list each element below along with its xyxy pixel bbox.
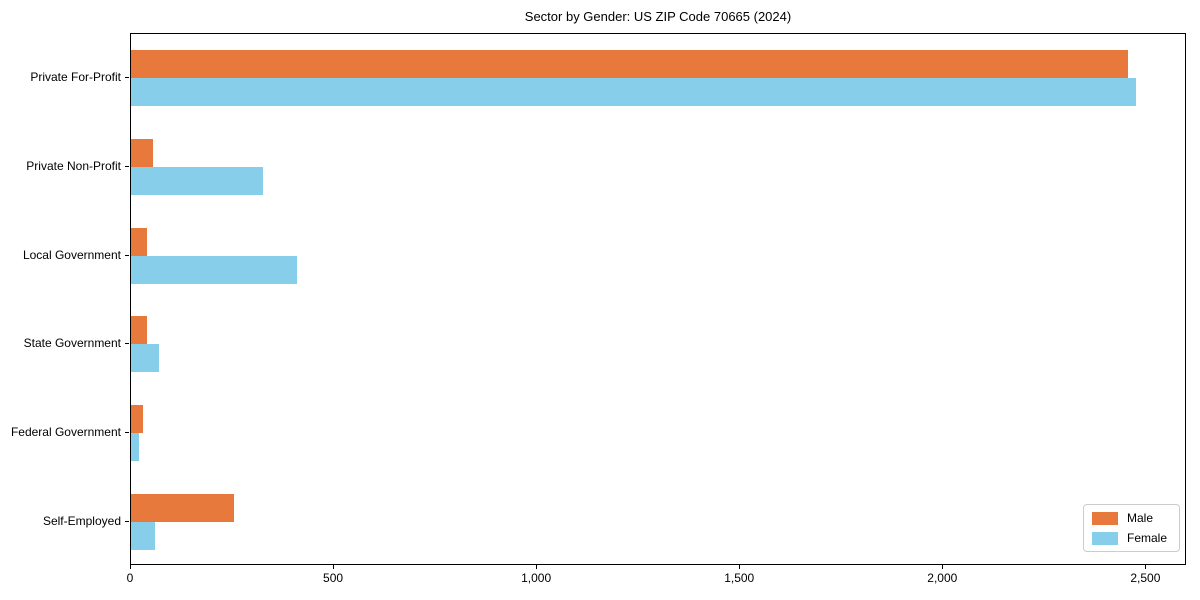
y-tick-private-non-profit [125,166,129,167]
x-tick-label-500: 500 [323,571,344,585]
category-label-state-government: State Government [23,336,121,351]
category-label-local-government: Local Government [22,247,121,262]
x-tick-label-0: 0 [126,571,134,585]
bar-group-local-government [131,227,1185,284]
bar-male-local-government [131,227,148,256]
bar-female-state-government [131,344,160,373]
x-tick-1500 [739,565,741,569]
chart-title: Sector by Gender: US ZIP Code 70665 (202… [524,9,792,24]
category-label-self-employed: Self-Employed [42,513,121,528]
bar-male-self-employed [131,493,235,522]
bar-male-state-government [131,316,148,345]
x-tick-0 [130,565,131,569]
legend-swatch-female [1091,531,1118,545]
bar-male-private-for-profit [131,50,1129,79]
legend-label-female: Female [1126,531,1167,545]
bar-group-state-government [131,316,1185,373]
y-tick-state-government [125,343,129,345]
bar-male-federal-government [131,405,144,433]
legend-item-female: Female [1091,531,1167,545]
y-tick-private-for-profit [125,77,129,79]
y-axis-labels: Private For-Profit Private Non-Profit Loca… [0,33,121,565]
bar-female-federal-government [131,433,140,461]
x-tick-500 [333,565,335,569]
bar-female-private-for-profit [131,78,1137,107]
x-tick-label-1000: 1,000 [521,571,552,585]
bar-group-self-employed [131,493,1185,550]
x-tick-label-2000: 2,000 [927,571,958,585]
y-tick-federal-government [125,432,129,433]
category-label-private-for-profit: Private For-Profit [30,70,121,85]
legend-swatch-male [1091,511,1118,525]
bar-female-private-non-profit [131,167,263,195]
plot-area: Male Female [130,33,1186,565]
x-tick-2500 [1145,565,1147,569]
legend: Male Female [1082,504,1180,552]
bar-group-private-non-profit [131,139,1185,195]
y-tick-local-government [125,254,129,256]
x-tick-1000 [536,565,538,569]
category-label-federal-government: Federal Government [10,425,121,439]
legend-label-male: Male [1126,511,1153,525]
bar-group-federal-government [131,405,1185,461]
legend-item-male: Male [1091,511,1167,525]
bar-female-self-employed [131,521,156,550]
bar-group-private-for-profit [131,50,1185,107]
bar-male-private-non-profit [131,139,154,167]
x-tick-label-2500: 2,500 [1130,571,1161,585]
category-label-private-non-profit: Private Non-Profit [26,159,121,173]
x-tick-label-1500: 1,500 [724,571,755,585]
x-tick-2000 [942,565,944,569]
y-tick-self-employed [125,520,129,522]
bar-female-local-government [131,255,298,284]
